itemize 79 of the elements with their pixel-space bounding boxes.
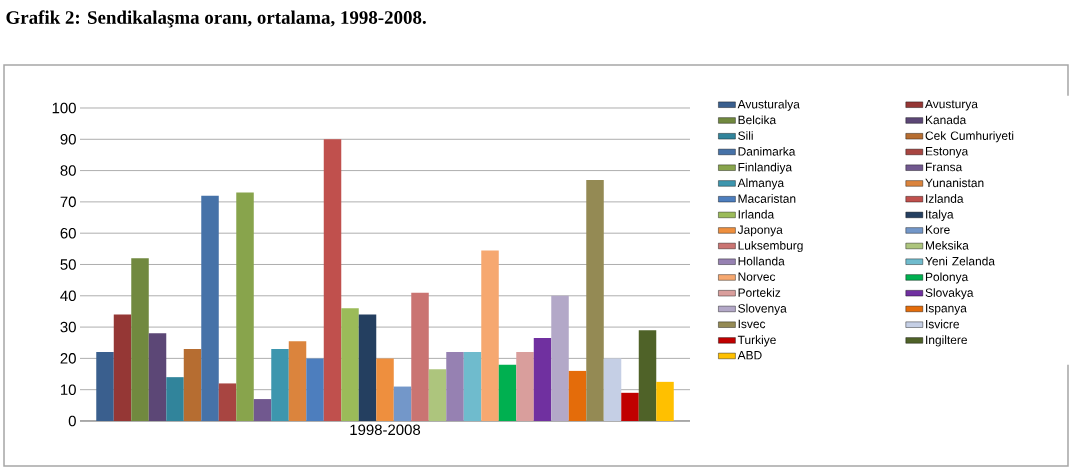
bar xyxy=(568,370,587,421)
bar xyxy=(218,383,237,421)
bar xyxy=(498,364,517,421)
legend-label: Italya xyxy=(926,209,954,221)
legend-label: Isvec xyxy=(738,319,766,329)
bar xyxy=(446,352,464,421)
legend-label: Belcika xyxy=(738,115,777,125)
chart-title: Grafik 2: Sendikalaşma oranı, ortalama, 1998-2008. xyxy=(6,10,426,28)
legend-label: Kore xyxy=(925,225,950,234)
y-tick-label: 90 xyxy=(60,133,76,145)
legend-label: Macaristan xyxy=(738,194,796,203)
bar xyxy=(463,352,482,421)
legend-label: Irlanda xyxy=(738,209,775,219)
legend-label: Sili xyxy=(738,131,753,140)
legend-label: Avusturalya xyxy=(737,99,800,111)
y-tick-label: 40 xyxy=(60,290,76,302)
legend-label: Norvec xyxy=(738,272,776,281)
legend-label: Avusturya xyxy=(925,99,978,111)
bar xyxy=(516,352,534,421)
legend-label: Polonya xyxy=(925,272,969,284)
bar xyxy=(96,352,114,421)
bar xyxy=(358,314,377,421)
bar xyxy=(656,381,674,421)
bar xyxy=(551,295,569,421)
legend-label: Turkiye xyxy=(737,335,776,347)
bar xyxy=(323,139,342,421)
legend-label: Slovakya xyxy=(925,288,974,300)
legend-label: ABD xyxy=(737,351,762,360)
bar xyxy=(428,369,447,421)
y-tick-label: 70 xyxy=(60,196,76,208)
bar xyxy=(271,349,289,421)
y-tick-label: 80 xyxy=(60,165,76,176)
bar xyxy=(586,179,604,421)
bar xyxy=(411,292,429,421)
y-tick-label: 60 xyxy=(60,227,76,239)
legend-label: Ingiltere xyxy=(926,335,967,347)
legend-label: Estonya xyxy=(925,147,969,158)
legend-label: Hollanda xyxy=(738,256,785,266)
bar xyxy=(253,399,272,421)
legend-label: Almanya xyxy=(737,178,785,190)
bar xyxy=(621,392,639,421)
bar xyxy=(603,358,622,421)
bar xyxy=(183,349,202,421)
bar xyxy=(201,195,219,421)
bar xyxy=(306,358,324,421)
bar xyxy=(288,341,307,421)
bar xyxy=(393,386,412,421)
legend-label: Meksika xyxy=(925,240,969,250)
bar xyxy=(166,377,184,421)
legend-label: Fransa xyxy=(925,162,963,172)
bar xyxy=(113,314,132,421)
legend-label: Izlanda xyxy=(926,194,964,203)
legend-label: Danimarka xyxy=(738,146,796,156)
y-tick-label: 30 xyxy=(60,321,76,333)
legend-label: Slovenya xyxy=(738,303,787,316)
legend-label: Ispanya xyxy=(926,304,967,315)
bar xyxy=(341,308,359,421)
y-tick-label: 50 xyxy=(60,259,76,270)
y-tick-label: 100 xyxy=(52,102,76,114)
bar xyxy=(236,192,254,421)
bar xyxy=(481,250,499,421)
bar xyxy=(638,330,657,421)
legend-label: Portekiz xyxy=(738,288,781,297)
legend-label: Yeni Zelanda xyxy=(925,256,995,266)
legend-label: Japonya xyxy=(737,225,783,237)
bar xyxy=(533,338,552,421)
bar xyxy=(376,358,394,421)
legend-label: Kanada xyxy=(925,115,967,125)
bar xyxy=(131,258,149,421)
y-tick-label: 20 xyxy=(60,353,76,364)
legend-label: Cek Cumhuriyeti xyxy=(925,131,1014,143)
y-tick-label: 10 xyxy=(61,384,76,395)
x-tick-label: 1998-2008 xyxy=(350,424,421,436)
legend-label: Luksemburg xyxy=(738,240,803,253)
y-tick-label: 0 xyxy=(68,415,76,427)
legend-label: Yunanistan xyxy=(925,178,984,188)
legend-label: Finlandiya xyxy=(738,162,793,174)
legend-label: Isvicre xyxy=(926,319,959,329)
bar xyxy=(148,333,167,421)
